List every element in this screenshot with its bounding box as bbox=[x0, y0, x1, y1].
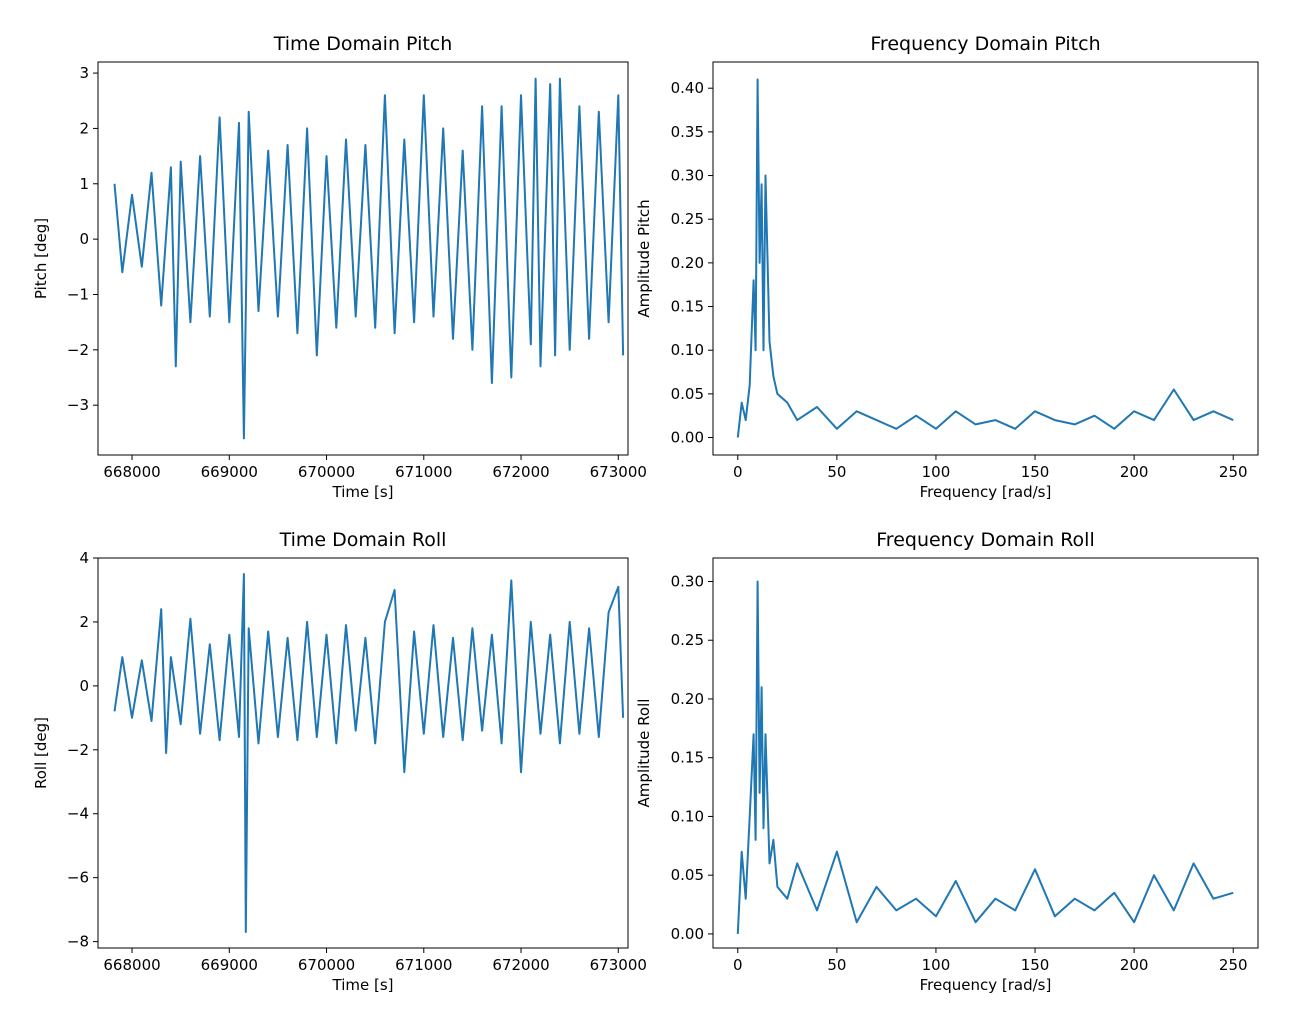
chart-title: Frequency Domain Pitch bbox=[870, 33, 1100, 55]
plot-frame bbox=[712, 61, 1259, 456]
x-tick-label: 0 bbox=[733, 956, 743, 974]
x-tick-label: 200 bbox=[1120, 956, 1149, 974]
chart-title: Time Domain Roll bbox=[279, 529, 447, 551]
chart-title: Frequency Domain Roll bbox=[876, 529, 1095, 551]
subplot-4: Frequency Domain Roll 0 50 100 150 200 250 0.00… bbox=[635, 529, 1259, 994]
y-axis-label: Roll [deg] bbox=[32, 717, 50, 789]
y-tick-label: 0 bbox=[79, 677, 89, 695]
plot-frame bbox=[97, 61, 629, 456]
y-tick-label: −2 bbox=[67, 341, 89, 359]
y-axis-label: Amplitude Roll bbox=[635, 699, 653, 808]
x-tick-label: 0 bbox=[733, 463, 743, 481]
x-tick-label: 150 bbox=[1021, 956, 1050, 974]
y-tick-label: 0.15 bbox=[671, 749, 704, 767]
y-tick-label: 0.30 bbox=[671, 572, 704, 590]
plot-frame bbox=[97, 557, 629, 949]
subplot-3: Time Domain Roll 668000 669000 670000 671000… bbox=[32, 529, 647, 994]
y-tick-label: −1 bbox=[67, 285, 89, 303]
y-tick-label: 0.30 bbox=[671, 167, 704, 185]
y-tick-label: 0.25 bbox=[671, 631, 704, 649]
x-tick-label: 671000 bbox=[395, 463, 452, 481]
y-tick-label: −4 bbox=[67, 805, 89, 823]
y-tick-label: 0.05 bbox=[671, 866, 704, 884]
x-axis-label: Time [s] bbox=[332, 483, 394, 501]
subplot-1: Time Domain Pitch 668000 669000 670000 67100… bbox=[32, 33, 647, 501]
x-tick-label: 250 bbox=[1219, 956, 1248, 974]
y-tick-label: 0.20 bbox=[671, 254, 704, 272]
x-tick-label: 100 bbox=[922, 956, 951, 974]
y-tick-label: −3 bbox=[67, 396, 89, 414]
x-tick-label: 671000 bbox=[395, 956, 452, 974]
y-tick-label: 0.25 bbox=[671, 210, 704, 228]
y-axis-label: Pitch [deg] bbox=[32, 218, 50, 299]
x-axis-label: Frequency [rad/s] bbox=[920, 976, 1052, 994]
y-tick-label: 0.35 bbox=[671, 123, 704, 141]
y-tick-label: −2 bbox=[67, 741, 89, 759]
x-tick-label: 672000 bbox=[492, 956, 549, 974]
plot-frame bbox=[712, 557, 1259, 949]
x-tick-label: 50 bbox=[827, 956, 846, 974]
x-tick-label: 670000 bbox=[298, 956, 355, 974]
y-tick-label: 4 bbox=[79, 549, 89, 567]
x-tick-label: 669000 bbox=[201, 463, 258, 481]
x-tick-label: 668000 bbox=[103, 463, 160, 481]
subplot-2: Frequency Domain Pitch 0 50 100 150 200 250 0.0… bbox=[635, 33, 1259, 501]
x-tick-label: 673000 bbox=[590, 463, 647, 481]
y-tick-label: −8 bbox=[67, 933, 89, 951]
x-tick-label: 250 bbox=[1219, 463, 1248, 481]
y-tick-label: 0.05 bbox=[671, 385, 704, 403]
y-tick-label: 0.00 bbox=[671, 925, 704, 943]
y-tick-label: 3 bbox=[79, 64, 89, 82]
y-axis-label: Amplitude Pitch bbox=[635, 199, 653, 317]
x-tick-label: 670000 bbox=[298, 463, 355, 481]
y-tick-label: 0.15 bbox=[671, 298, 704, 316]
series-line-1 bbox=[736, 580, 1234, 934]
y-tick-label: 0.20 bbox=[671, 690, 704, 708]
x-tick-label: 100 bbox=[922, 463, 951, 481]
y-tick-label: 0.00 bbox=[671, 429, 704, 447]
x-tick-label: 200 bbox=[1120, 463, 1149, 481]
x-tick-label: 672000 bbox=[492, 463, 549, 481]
series-line-1 bbox=[113, 573, 625, 933]
y-tick-label: 2 bbox=[79, 119, 89, 137]
y-tick-label: 1 bbox=[79, 175, 89, 193]
x-axis-label: Time [s] bbox=[332, 976, 394, 994]
y-tick-label: 0.10 bbox=[671, 807, 704, 825]
x-tick-label: 669000 bbox=[201, 956, 258, 974]
x-tick-label: 673000 bbox=[590, 956, 647, 974]
y-tick-label: 0.10 bbox=[671, 341, 704, 359]
x-tick-label: 150 bbox=[1021, 463, 1050, 481]
series-line-1 bbox=[736, 78, 1234, 438]
y-tick-label: −6 bbox=[67, 869, 89, 887]
y-tick-label: 2 bbox=[79, 613, 89, 631]
y-tick-label: 0 bbox=[79, 230, 89, 248]
x-axis-label: Frequency [rad/s] bbox=[920, 483, 1052, 501]
x-tick-label: 50 bbox=[827, 463, 846, 481]
series-line-1 bbox=[113, 77, 625, 440]
chart-title: Time Domain Pitch bbox=[273, 33, 453, 55]
y-tick-label: 0.40 bbox=[671, 79, 704, 97]
x-tick-label: 668000 bbox=[103, 956, 160, 974]
